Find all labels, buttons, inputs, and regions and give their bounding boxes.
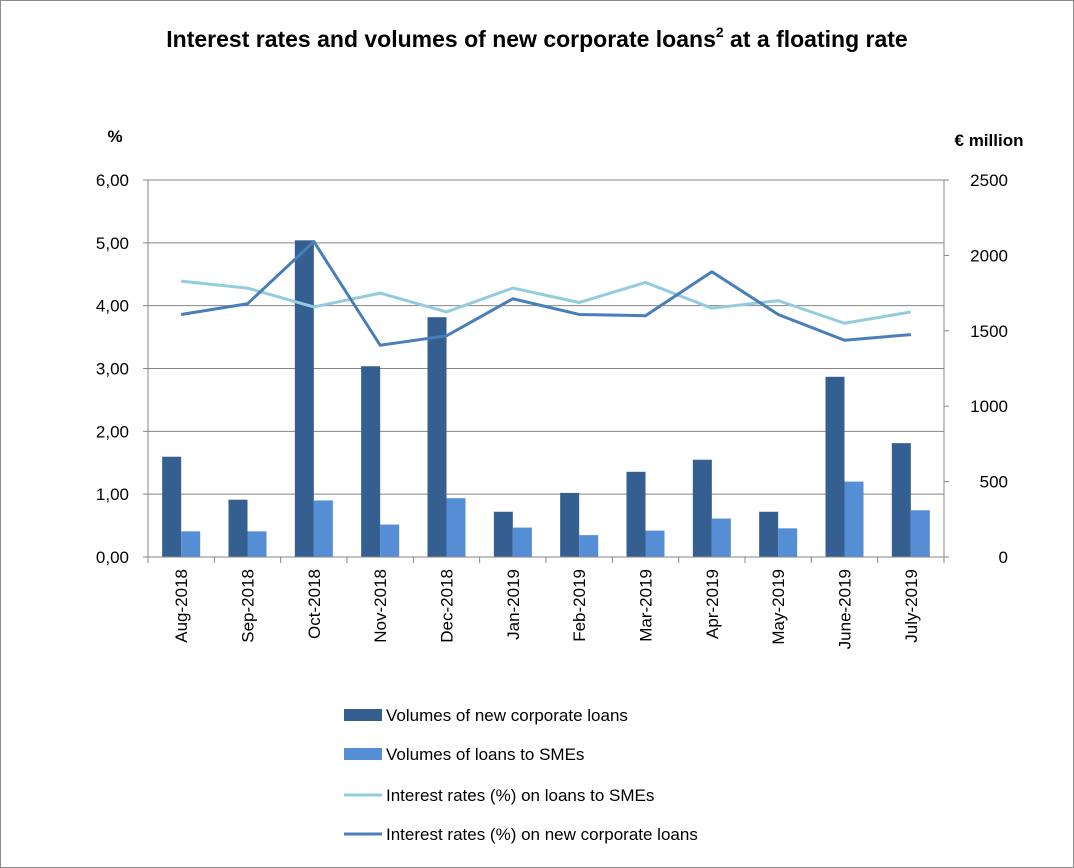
x-tick-label: July-2019: [902, 569, 921, 643]
chart-title-superscript: 2: [716, 24, 724, 40]
x-tick-label: Jan-2019: [504, 569, 523, 640]
legend: Volumes of new corporate loans Volumes of…: [344, 706, 698, 844]
right-axis-unit: € million: [955, 131, 1024, 150]
bar-0-2: [294, 240, 314, 557]
bar-1-10: [844, 481, 864, 557]
bar-1-8: [711, 518, 731, 557]
bar-0-9: [759, 511, 779, 557]
right-tick-label: 2500: [970, 171, 1008, 190]
right-tick-label: 0: [999, 548, 1008, 567]
bar-0-11: [891, 443, 911, 557]
bar-0-0: [162, 456, 182, 557]
x-tick-label: June-2019: [836, 569, 855, 649]
chart-title: Interest rates and volumes of new corpor…: [166, 24, 907, 52]
left-axis-ticks: 0,00 1,00 2,00 3,00 4,00 5,00 6,00: [96, 171, 129, 567]
left-tick-label: 2,00: [96, 422, 129, 441]
legend-label-0: Volumes of new corporate loans: [386, 706, 628, 725]
bars: [162, 240, 930, 557]
x-tick-label: Oct-2018: [305, 569, 324, 639]
gridlines: [148, 179, 944, 495]
chart-title-suffix: at a floating rate: [724, 26, 908, 52]
x-tick-label: Dec-2018: [438, 569, 457, 643]
x-tick-label: Nov-2018: [371, 569, 390, 643]
right-tick-label: 2000: [970, 246, 1008, 265]
right-tick-label: 500: [980, 473, 1008, 492]
bar-1-7: [645, 530, 665, 557]
right-tick-label: 1000: [970, 397, 1008, 416]
right-axis-ticks: 0 500 1000 1500 2000 2500: [970, 171, 1008, 567]
bar-1-3: [380, 524, 400, 557]
legend-swatch-0: [344, 709, 382, 721]
legend-swatch-1: [344, 748, 382, 760]
bar-1-0: [181, 531, 201, 557]
bar-0-8: [692, 459, 712, 557]
bar-1-5: [512, 527, 532, 557]
left-axis-unit: %: [107, 127, 122, 146]
x-tick-label: Aug-2018: [172, 569, 191, 643]
x-tick-label: Apr-2019: [703, 569, 722, 639]
left-tick-label: 4,00: [96, 297, 129, 316]
right-tick-label: 1500: [970, 322, 1008, 341]
axes: [143, 179, 949, 563]
x-tick-label: Sep-2018: [239, 569, 258, 643]
bar-0-6: [560, 492, 580, 557]
bar-1-4: [446, 498, 466, 557]
line-series-3: [180, 240, 911, 347]
left-tick-label: 5,00: [96, 234, 129, 253]
x-tick-label: May-2019: [769, 569, 788, 645]
bar-0-1: [228, 499, 248, 557]
legend-label-3: Interest rates (%) on new corporate loan…: [386, 825, 698, 844]
bar-0-4: [427, 317, 447, 557]
left-tick-label: 6,00: [96, 171, 129, 190]
bar-1-9: [778, 528, 798, 557]
legend-label-1: Volumes of loans to SMEs: [386, 745, 584, 764]
left-tick-label: 3,00: [96, 360, 129, 379]
legend-label-2: Interest rates (%) on loans to SMEs: [386, 786, 654, 805]
bar-1-2: [313, 500, 333, 557]
chart-title-main: Interest rates and volumes of new corpor…: [166, 26, 716, 52]
bar-0-3: [361, 366, 381, 557]
line-series-2: [181, 279, 912, 325]
x-axis-ticks: Aug-2018 Sep-2018 Oct-2018 Nov-2018 Dec-2018…: [172, 569, 921, 649]
bar-0-10: [825, 376, 845, 557]
x-tick-label: Feb-2019: [570, 569, 589, 642]
bar-0-5: [493, 511, 513, 557]
lines: [180, 240, 912, 347]
bar-1-6: [579, 535, 599, 557]
bar-1-11: [910, 510, 930, 557]
bar-0-7: [626, 471, 646, 557]
x-tick-label: Mar-2019: [637, 569, 656, 642]
bar-1-1: [247, 531, 267, 557]
left-tick-label: 0,00: [96, 548, 129, 567]
left-tick-label: 1,00: [96, 485, 129, 504]
